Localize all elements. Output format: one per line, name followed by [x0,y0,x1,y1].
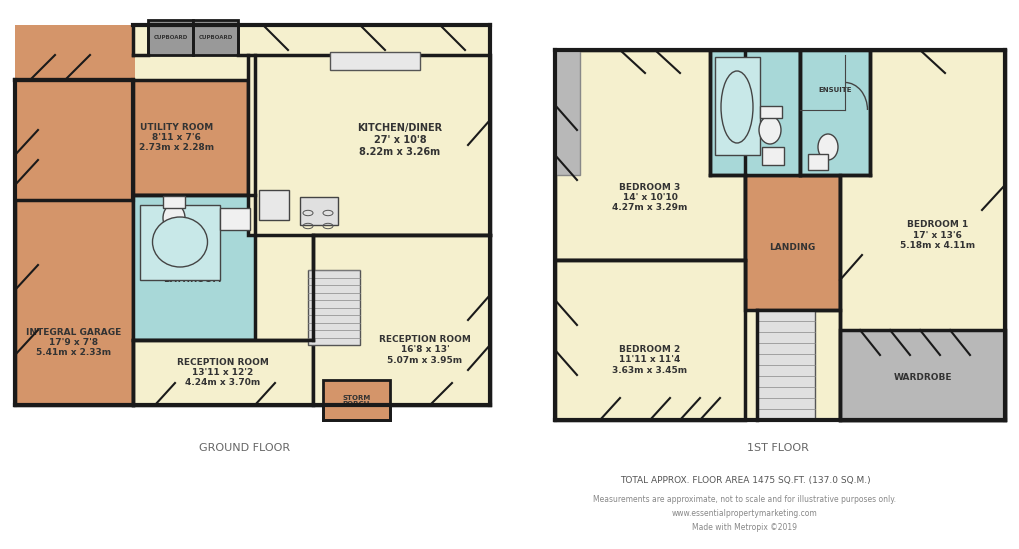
Bar [259,190,288,220]
Bar [135,25,489,405]
Bar [248,55,489,235]
Text: BATHROOM: BATHROOM [163,276,221,284]
Text: BEDROOM 1
17' x 13'6
5.18m x 4.11m: BEDROOM 1 17' x 13'6 5.18m x 4.11m [899,220,974,250]
Bar [840,50,1004,420]
Text: GROUND FLOOR: GROUND FLOOR [200,443,290,453]
Bar [193,20,237,55]
Bar [330,52,420,70]
Ellipse shape [758,116,781,144]
Text: 1ST FLOOR: 1ST FLOOR [746,443,808,453]
Bar [709,50,799,175]
Text: INTEGRAL GARAGE
17'9 x 7'8
5.41m x 2.33m: INTEGRAL GARAGE 17'9 x 7'8 5.41m x 2.33m [26,328,121,357]
Text: BEDROOM 3
14' x 10'10
4.27m x 3.29m: BEDROOM 3 14' x 10'10 4.27m x 3.29m [611,183,687,212]
Bar [759,106,782,118]
Bar [220,208,250,230]
Bar [840,330,1004,420]
Bar [132,340,313,405]
Bar [799,50,869,175]
Bar [148,20,193,55]
Bar [554,50,1004,420]
Bar [15,200,132,405]
Text: Made with Metropix ©2019: Made with Metropix ©2019 [692,524,797,533]
Text: CUPBOARD: CUPBOARD [153,35,187,40]
Text: BATHROOM: BATHROOM [734,110,774,115]
Bar [807,154,827,170]
Bar [163,196,184,208]
Bar [554,260,744,420]
Text: TOTAL APPROX. FLOOR AREA 1475 SQ.FT. (137.0 SQ.M.): TOTAL APPROX. FLOOR AREA 1475 SQ.FT. (13… [620,475,869,485]
Bar [761,147,784,165]
Bar [15,25,135,405]
Text: RECEPTION ROOM
16'8 x 13'
5.07m x 3.95m: RECEPTION ROOM 16'8 x 13' 5.07m x 3.95m [379,335,471,365]
Text: Measurements are approximate, not to scale and for illustrative purposes only.: Measurements are approximate, not to sca… [593,496,896,505]
Text: ENSUITE: ENSUITE [817,87,851,93]
Text: KITCHEN/DINER
27' x 10'8
8.22m x 3.26m: KITCHEN/DINER 27' x 10'8 8.22m x 3.26m [357,124,442,156]
Bar [313,235,489,405]
Ellipse shape [163,204,184,232]
Bar [756,310,814,420]
Bar [554,50,580,175]
Bar [140,205,220,280]
Ellipse shape [817,134,838,160]
Text: CUPBOARD: CUPBOARD [198,35,232,40]
Bar [308,270,360,345]
Bar [744,175,840,310]
Text: LANDING: LANDING [768,243,815,252]
Bar [132,195,255,340]
Text: RECEPTION ROOM
13'11 x 12'2
4.24m x 3.70m: RECEPTION ROOM 13'11 x 12'2 4.24m x 3.70… [177,357,269,388]
Bar [132,80,248,195]
Text: WARDROBE: WARDROBE [893,373,951,382]
Text: UTILITY ROOM
8'11 x 7'6
2.73m x 2.28m: UTILITY ROOM 8'11 x 7'6 2.73m x 2.28m [139,122,214,153]
Text: STORM
PORCH: STORM PORCH [342,395,370,407]
Ellipse shape [720,71,752,143]
Text: BEDROOM 2
11'11 x 11'4
3.63m x 3.45m: BEDROOM 2 11'11 x 11'4 3.63m x 3.45m [611,345,687,375]
Bar [714,57,759,155]
Bar [323,380,389,420]
Bar [300,197,337,225]
Bar [554,50,744,260]
Ellipse shape [153,217,207,267]
Text: www.essentialpropertymarketing.com: www.essentialpropertymarketing.com [672,509,817,518]
